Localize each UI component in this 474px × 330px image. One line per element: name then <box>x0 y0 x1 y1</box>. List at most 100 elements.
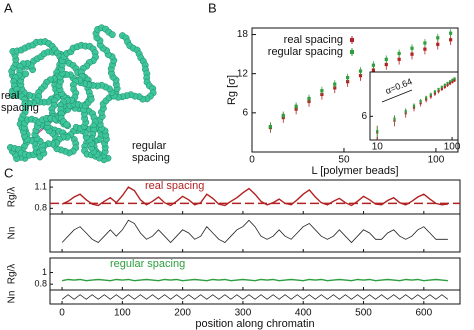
point <box>433 90 437 93</box>
slope-guide <box>381 89 413 103</box>
bead <box>22 70 30 78</box>
strip-frame <box>49 289 461 305</box>
point <box>410 46 414 50</box>
point <box>346 80 350 84</box>
strip-frame <box>49 179 461 215</box>
y-axis-label: Nn <box>7 227 18 240</box>
x-tick-label: 500 <box>355 308 372 319</box>
y-tick-label: 6 <box>242 107 248 118</box>
point <box>346 76 350 80</box>
point <box>423 47 427 51</box>
point <box>294 104 298 108</box>
x-tick-label: 0 <box>59 308 65 319</box>
y-axis-label: Rg [σ] <box>226 75 238 105</box>
x-tick-label: 100 <box>114 308 131 319</box>
point <box>437 88 440 91</box>
point <box>451 80 454 83</box>
point <box>448 82 452 85</box>
point <box>429 95 432 98</box>
point <box>371 68 375 72</box>
point <box>448 80 452 83</box>
x-tick-label: 10 <box>372 142 384 153</box>
point <box>384 57 388 61</box>
x-tick-label: 600 <box>415 308 432 319</box>
annotation: real spacing <box>1 90 39 114</box>
point <box>429 93 432 96</box>
point <box>449 31 453 35</box>
y-axis-label: Rg/λ <box>7 187 18 208</box>
series-annotation: real spacing <box>145 180 204 192</box>
point <box>281 113 285 118</box>
y-tick-label: 0.8 <box>34 279 47 289</box>
point <box>384 62 388 67</box>
point <box>307 96 311 101</box>
point <box>358 74 363 78</box>
y-axis-label: Rg/λ <box>7 264 18 285</box>
series-line <box>61 294 449 300</box>
legend-label: regular spacing <box>268 46 343 58</box>
x-tick-label: 400 <box>295 308 312 319</box>
point <box>437 90 440 93</box>
point <box>446 83 449 87</box>
point <box>451 78 454 81</box>
point <box>453 77 456 80</box>
bead <box>63 121 71 129</box>
series-line <box>61 278 448 282</box>
point <box>320 89 324 93</box>
strip-frame <box>49 213 461 253</box>
point <box>449 38 453 42</box>
point <box>412 104 416 107</box>
point <box>446 81 449 85</box>
point <box>419 99 422 103</box>
legend-label: real spacing <box>284 34 343 46</box>
point <box>453 79 456 82</box>
point <box>268 124 272 129</box>
x-tick-label: 300 <box>235 308 252 319</box>
point <box>436 36 440 40</box>
bead <box>87 95 95 103</box>
point <box>397 57 401 61</box>
series-annotation: regular spacing <box>110 258 185 270</box>
point <box>440 87 443 91</box>
y-tick-label: 1 <box>42 267 47 277</box>
point <box>397 51 401 56</box>
y-tick-label: 6 <box>361 111 367 122</box>
x-tick-label: 0 <box>249 155 255 166</box>
point <box>393 117 396 120</box>
y-tick-label: 0.8 <box>34 203 47 213</box>
series-line <box>61 186 448 207</box>
point <box>425 96 428 99</box>
x-axis-label: L [polymer beads] <box>311 165 398 177</box>
x-tick-label: 200 <box>174 308 191 319</box>
x-tick-label: 100 <box>428 155 445 166</box>
y-tick-label: 1.1 <box>34 181 47 191</box>
point <box>358 69 363 73</box>
x-axis-label: position along chromatin <box>195 318 314 330</box>
point <box>376 129 379 133</box>
point <box>423 41 427 45</box>
panel-label: B <box>208 0 217 15</box>
y-tick-label: 12 <box>237 68 249 79</box>
point <box>436 42 440 46</box>
legend-marker <box>350 50 354 54</box>
point <box>404 109 407 113</box>
y-tick-label: 18 <box>237 29 249 40</box>
y-axis-label: Nn <box>7 291 18 304</box>
x-tick-label: 100 <box>444 142 461 153</box>
point <box>433 92 437 95</box>
point <box>443 85 446 89</box>
point <box>371 63 375 67</box>
x-tick-label: 50 <box>338 155 350 166</box>
polymer-render <box>6 24 157 164</box>
panel-label: C <box>4 165 13 180</box>
point <box>440 85 443 89</box>
panel-label: A <box>4 0 13 15</box>
annotation: regular spacing <box>132 140 170 164</box>
bead <box>108 31 116 39</box>
point <box>410 52 414 56</box>
legend-marker <box>350 38 354 42</box>
point <box>333 82 337 86</box>
series-line <box>61 219 448 244</box>
